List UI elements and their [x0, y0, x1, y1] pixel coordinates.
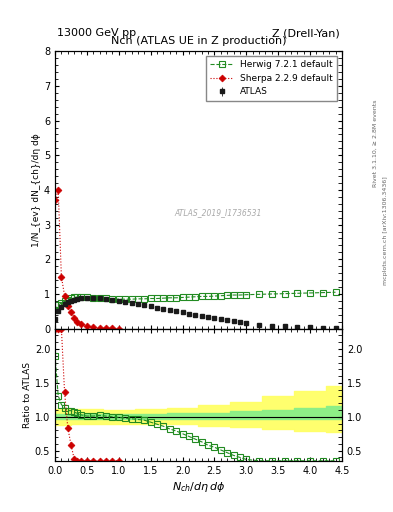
Sherpa 2.2.9 default — [59, 273, 64, 280]
Sherpa 2.2.9 default — [110, 325, 115, 331]
Herwig 7.2.1 default — [53, 307, 57, 313]
Line: Herwig 7.2.1 default: Herwig 7.2.1 default — [52, 289, 338, 313]
Herwig 7.2.1 default — [62, 298, 67, 304]
Herwig 7.2.1 default — [129, 296, 134, 302]
Sherpa 2.2.9 default — [72, 314, 77, 321]
Sherpa 2.2.9 default — [91, 325, 95, 331]
Herwig 7.2.1 default — [270, 291, 274, 297]
Herwig 7.2.1 default — [116, 296, 121, 302]
Sherpa 2.2.9 default — [78, 321, 83, 327]
Herwig 7.2.1 default — [308, 290, 312, 296]
Herwig 7.2.1 default — [69, 295, 73, 301]
Herwig 7.2.1 default — [219, 293, 223, 299]
Text: 13000 GeV pp: 13000 GeV pp — [57, 28, 136, 38]
Line: Sherpa 2.2.9 default: Sherpa 2.2.9 default — [53, 187, 121, 331]
Herwig 7.2.1 default — [199, 293, 204, 300]
Herwig 7.2.1 default — [167, 295, 172, 301]
Herwig 7.2.1 default — [193, 294, 198, 300]
Herwig 7.2.1 default — [136, 296, 140, 302]
Sherpa 2.2.9 default — [116, 326, 121, 332]
Herwig 7.2.1 default — [104, 295, 108, 302]
Title: Nch (ATLAS UE in Z production): Nch (ATLAS UE in Z production) — [111, 36, 286, 46]
Herwig 7.2.1 default — [65, 296, 70, 303]
Sherpa 2.2.9 default — [69, 309, 73, 315]
Herwig 7.2.1 default — [174, 295, 178, 301]
Legend: Herwig 7.2.1 default, Sherpa 2.2.9 default, ATLAS: Herwig 7.2.1 default, Sherpa 2.2.9 defau… — [206, 56, 338, 101]
Herwig 7.2.1 default — [84, 294, 89, 301]
Y-axis label: Ratio to ATLAS: Ratio to ATLAS — [23, 362, 32, 428]
Herwig 7.2.1 default — [206, 293, 210, 300]
Y-axis label: 1/N_{ev} dN_{ch}/dη dϕ: 1/N_{ev} dN_{ch}/dη dϕ — [32, 133, 41, 247]
Herwig 7.2.1 default — [212, 293, 217, 299]
Sherpa 2.2.9 default — [104, 325, 108, 331]
Herwig 7.2.1 default — [295, 290, 299, 296]
Herwig 7.2.1 default — [161, 295, 166, 301]
Herwig 7.2.1 default — [187, 294, 191, 300]
Herwig 7.2.1 default — [282, 291, 287, 297]
Sherpa 2.2.9 default — [97, 325, 102, 331]
Herwig 7.2.1 default — [123, 296, 127, 302]
Herwig 7.2.1 default — [56, 302, 61, 308]
Herwig 7.2.1 default — [257, 291, 261, 297]
Text: ATLAS_2019_I1736531: ATLAS_2019_I1736531 — [175, 208, 262, 217]
Herwig 7.2.1 default — [110, 296, 115, 302]
Text: Z (Drell-Yan): Z (Drell-Yan) — [272, 28, 340, 38]
Sherpa 2.2.9 default — [84, 323, 89, 329]
Sherpa 2.2.9 default — [56, 187, 61, 193]
Herwig 7.2.1 default — [91, 295, 95, 301]
Herwig 7.2.1 default — [97, 295, 102, 301]
Herwig 7.2.1 default — [225, 292, 230, 298]
Herwig 7.2.1 default — [155, 295, 160, 302]
Herwig 7.2.1 default — [237, 292, 242, 298]
Herwig 7.2.1 default — [142, 296, 147, 302]
Sherpa 2.2.9 default — [65, 303, 70, 309]
X-axis label: $N_{ch}/d\eta\, d\phi$: $N_{ch}/d\eta\, d\phi$ — [172, 480, 225, 494]
Herwig 7.2.1 default — [244, 292, 249, 298]
Herwig 7.2.1 default — [148, 295, 153, 302]
Sherpa 2.2.9 default — [53, 197, 57, 203]
Text: Rivet 3.1.10, ≥ 2.8M events: Rivet 3.1.10, ≥ 2.8M events — [373, 100, 378, 187]
Sherpa 2.2.9 default — [62, 293, 67, 299]
Herwig 7.2.1 default — [333, 289, 338, 295]
Herwig 7.2.1 default — [231, 292, 236, 298]
Herwig 7.2.1 default — [59, 300, 64, 306]
Text: mcplots.cern.ch [arXiv:1306.3436]: mcplots.cern.ch [arXiv:1306.3436] — [383, 176, 387, 285]
Sherpa 2.2.9 default — [75, 318, 80, 325]
Herwig 7.2.1 default — [72, 294, 77, 301]
Herwig 7.2.1 default — [75, 294, 80, 300]
Herwig 7.2.1 default — [180, 294, 185, 301]
Herwig 7.2.1 default — [320, 289, 325, 295]
Herwig 7.2.1 default — [78, 294, 83, 300]
